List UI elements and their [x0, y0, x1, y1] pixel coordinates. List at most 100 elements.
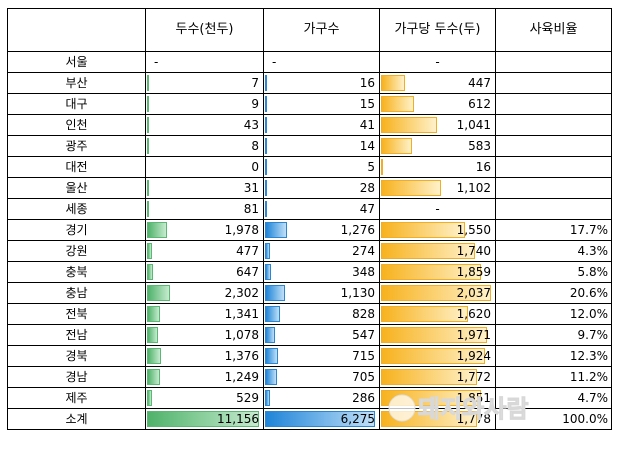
head-count-bar — [147, 306, 161, 322]
households-cell: 14 — [263, 135, 380, 157]
head-count-cell: 11,156 — [145, 408, 264, 430]
head-count-cell: 647 — [145, 261, 264, 283]
head-count-value: 9 — [251, 97, 259, 111]
head-count-bar — [147, 117, 149, 133]
households-bar — [265, 306, 280, 322]
households-cell: 5 — [263, 156, 380, 178]
per-household-value: 1,550 — [456, 223, 491, 237]
table-row: 충남 2,302 1,130 2,037 20.6% — [7, 282, 612, 304]
region-cell: 강원 — [7, 240, 146, 262]
per-household-value: 2,037 — [456, 286, 491, 300]
table-row: 경남 1,249 705 1,772 11.2% — [7, 366, 612, 388]
table-row: 강원 477 274 1,740 4.3% — [7, 240, 612, 262]
per-household-value: 1,851 — [456, 391, 491, 405]
head-count-bar — [147, 390, 153, 406]
per-household-value: 612 — [468, 97, 491, 111]
households-value: 6,275 — [340, 412, 375, 426]
head-count-cell: 43 — [145, 114, 264, 136]
table-row: 제주 529 286 1,851 4.7% — [7, 387, 612, 409]
region-cell: 부산 — [7, 72, 146, 94]
head-count-value: 1,341 — [224, 307, 259, 321]
households-bar — [265, 369, 278, 385]
ratio-cell — [495, 177, 612, 199]
households-bar — [265, 348, 278, 364]
per-household-cell: 1,772 — [379, 366, 496, 388]
header-ratio: 사육비율 — [495, 8, 612, 52]
header-row: 두수(천두) 가구수 가구당 두수(두) 사육비율 — [7, 8, 612, 52]
households-value: 15 — [359, 97, 375, 111]
head-count-cell: 2,302 — [145, 282, 264, 304]
table-row: 광주 8 14 583 — [7, 135, 612, 157]
head-count-value: 1,249 — [224, 370, 259, 384]
table-row: 울산 31 28 1,102 — [7, 177, 612, 199]
households-value: 286 — [352, 391, 375, 405]
ratio-cell — [495, 156, 612, 178]
table-row: 서울 - - - — [7, 51, 612, 73]
households-bar — [265, 96, 267, 112]
per-household-value: 447 — [468, 76, 491, 90]
households-value: 705 — [352, 370, 375, 384]
per-household-bar — [381, 96, 415, 112]
households-value: 828 — [352, 307, 375, 321]
per-household-value: 16 — [475, 160, 491, 174]
households-bar — [265, 285, 285, 301]
header-households: 가구수 — [263, 8, 380, 52]
households-bar — [265, 411, 375, 427]
per-household-bar — [381, 243, 475, 259]
region-cell: 대구 — [7, 93, 146, 115]
region-cell: 서울 — [7, 51, 146, 73]
head-count-bar — [147, 180, 149, 196]
region-cell: 소계 — [7, 408, 146, 430]
households-bar — [265, 117, 267, 133]
households-cell: 348 — [263, 261, 380, 283]
per-household-bar — [381, 369, 477, 385]
ratio-cell — [495, 93, 612, 115]
per-household-cell: 1,620 — [379, 303, 496, 325]
table-row: 인천 43 41 1,041 — [7, 114, 612, 136]
region-cell: 충남 — [7, 282, 146, 304]
head-count-bar — [147, 75, 149, 91]
head-count-bar — [147, 264, 154, 280]
per-household-bar — [381, 75, 406, 91]
head-count-value: 2,302 — [224, 286, 259, 300]
ratio-cell: 4.7% — [495, 387, 612, 409]
per-household-cell: 1,971 — [379, 324, 496, 346]
table-row: 대구 9 15 612 — [7, 93, 612, 115]
per-household-bar — [381, 159, 383, 175]
head-count-bar — [147, 285, 171, 301]
head-count-cell: 31 — [145, 177, 264, 199]
head-count-value: 0 — [251, 160, 259, 174]
households-cell: 547 — [263, 324, 380, 346]
ratio-cell: 11.2% — [495, 366, 612, 388]
per-household-cell: 1,102 — [379, 177, 496, 199]
head-count-cell: 477 — [145, 240, 264, 262]
per-household-bar — [381, 285, 491, 301]
head-count-value: 529 — [236, 391, 259, 405]
ratio-cell: 9.7% — [495, 324, 612, 346]
head-count-value: 81 — [243, 202, 259, 216]
head-count-bar — [147, 201, 149, 217]
region-cell: 경기 — [7, 219, 146, 241]
head-count-cell: 7 — [145, 72, 264, 94]
per-household-value: 1,102 — [456, 181, 491, 195]
households-bar — [265, 201, 267, 217]
per-household-value: 1,620 — [456, 307, 491, 321]
head-count-cell: 9 — [145, 93, 264, 115]
head-count-bar — [147, 411, 259, 427]
households-cell: 828 — [263, 303, 380, 325]
ratio-cell — [495, 72, 612, 94]
per-household-value: 1,778 — [456, 412, 491, 426]
head-count-value: 7 — [251, 76, 259, 90]
ratio-cell: 4.3% — [495, 240, 612, 262]
region-cell: 전북 — [7, 303, 146, 325]
region-cell: 경남 — [7, 366, 146, 388]
households-cell: 15 — [263, 93, 380, 115]
per-household-cell: 583 — [379, 135, 496, 157]
per-household-value: 1,859 — [456, 265, 491, 279]
households-cell: 286 — [263, 387, 380, 409]
ratio-cell: 17.7% — [495, 219, 612, 241]
per-household-bar — [381, 306, 469, 322]
region-cell: 광주 — [7, 135, 146, 157]
head-count-cell: 1,978 — [145, 219, 264, 241]
households-cell: 274 — [263, 240, 380, 262]
